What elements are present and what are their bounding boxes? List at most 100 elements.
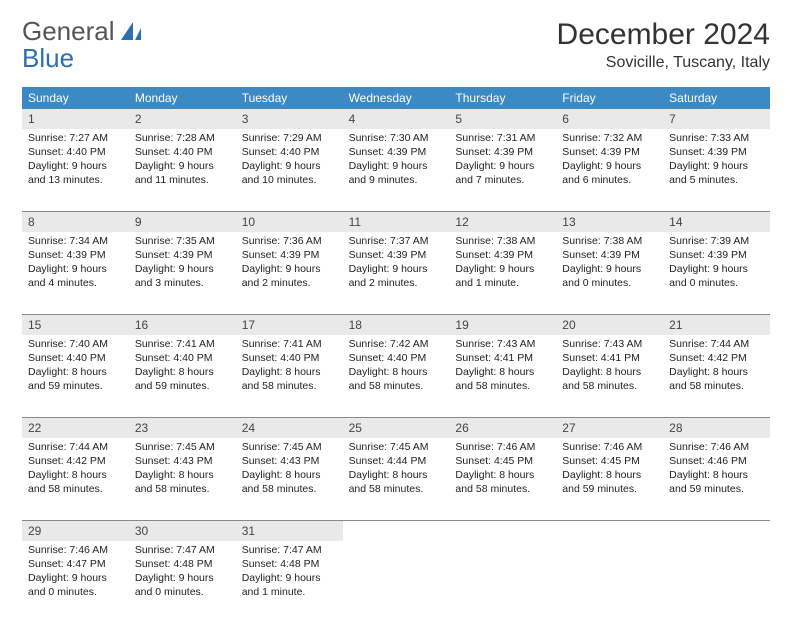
sunrise-line: Sunrise: 7:46 AM	[669, 440, 764, 454]
daylight-line: and 58 minutes.	[455, 482, 550, 496]
daylight-line: Daylight: 9 hours	[135, 262, 230, 276]
daylight-line: and 58 minutes.	[669, 379, 764, 393]
day-number: 9	[129, 212, 236, 232]
weekday-label: Saturday	[663, 87, 770, 109]
month-title: December 2024	[557, 18, 770, 52]
day-cell	[449, 541, 556, 619]
daylight-line: and 59 minutes.	[669, 482, 764, 496]
daylight-line: Daylight: 9 hours	[349, 262, 444, 276]
sunrise-line: Sunrise: 7:31 AM	[455, 131, 550, 145]
day-number: 29	[22, 521, 129, 541]
day-cell: Sunrise: 7:46 AMSunset: 4:45 PMDaylight:…	[556, 438, 663, 516]
sunset-line: Sunset: 4:42 PM	[28, 454, 123, 468]
sunset-line: Sunset: 4:40 PM	[135, 351, 230, 365]
day-cell: Sunrise: 7:41 AMSunset: 4:40 PMDaylight:…	[236, 335, 343, 413]
day-number: 24	[236, 418, 343, 438]
day-number: 7	[663, 109, 770, 129]
day-cell: Sunrise: 7:47 AMSunset: 4:48 PMDaylight:…	[236, 541, 343, 619]
sunrise-line: Sunrise: 7:40 AM	[28, 337, 123, 351]
sunset-line: Sunset: 4:39 PM	[455, 248, 550, 262]
day-number: 27	[556, 418, 663, 438]
logo: General Blue	[22, 18, 145, 73]
sunrise-line: Sunrise: 7:34 AM	[28, 234, 123, 248]
daylight-line: and 0 minutes.	[28, 585, 123, 599]
sunrise-line: Sunrise: 7:38 AM	[455, 234, 550, 248]
sunset-line: Sunset: 4:39 PM	[455, 145, 550, 159]
daylight-line: and 5 minutes.	[669, 173, 764, 187]
weekday-label: Thursday	[449, 87, 556, 109]
sunrise-line: Sunrise: 7:37 AM	[349, 234, 444, 248]
calendar: SundayMondayTuesdayWednesdayThursdayFrid…	[22, 87, 770, 619]
daylight-line: Daylight: 8 hours	[349, 365, 444, 379]
sunset-line: Sunset: 4:43 PM	[135, 454, 230, 468]
day-number: 21	[663, 315, 770, 335]
daylight-line: and 11 minutes.	[135, 173, 230, 187]
day-number: 26	[449, 418, 556, 438]
day-number: 13	[556, 212, 663, 232]
day-number	[556, 521, 663, 541]
weekday-label: Sunday	[22, 87, 129, 109]
sunrise-line: Sunrise: 7:28 AM	[135, 131, 230, 145]
logo-line2: Blue	[22, 43, 74, 73]
day-cell: Sunrise: 7:45 AMSunset: 4:44 PMDaylight:…	[343, 438, 450, 516]
daylight-line: Daylight: 9 hours	[669, 159, 764, 173]
weekday-header: SundayMondayTuesdayWednesdayThursdayFrid…	[22, 87, 770, 109]
sunrise-line: Sunrise: 7:47 AM	[242, 543, 337, 557]
day-number: 19	[449, 315, 556, 335]
daylight-line: and 2 minutes.	[242, 276, 337, 290]
daylight-line: and 9 minutes.	[349, 173, 444, 187]
daylight-line: Daylight: 8 hours	[242, 468, 337, 482]
daylight-line: Daylight: 9 hours	[242, 262, 337, 276]
day-cell: Sunrise: 7:41 AMSunset: 4:40 PMDaylight:…	[129, 335, 236, 413]
day-number: 18	[343, 315, 450, 335]
daylight-line: and 0 minutes.	[669, 276, 764, 290]
sunset-line: Sunset: 4:47 PM	[28, 557, 123, 571]
daylight-line: Daylight: 9 hours	[242, 571, 337, 585]
sunrise-line: Sunrise: 7:29 AM	[242, 131, 337, 145]
daylight-line: and 59 minutes.	[562, 482, 657, 496]
sunrise-line: Sunrise: 7:46 AM	[28, 543, 123, 557]
day-cell: Sunrise: 7:46 AMSunset: 4:45 PMDaylight:…	[449, 438, 556, 516]
day-cell: Sunrise: 7:30 AMSunset: 4:39 PMDaylight:…	[343, 129, 450, 207]
sunset-line: Sunset: 4:40 PM	[28, 145, 123, 159]
daylight-line: Daylight: 9 hours	[28, 262, 123, 276]
day-cell: Sunrise: 7:43 AMSunset: 4:41 PMDaylight:…	[556, 335, 663, 413]
location: Sovicille, Tuscany, Italy	[557, 54, 770, 72]
sunrise-line: Sunrise: 7:46 AM	[562, 440, 657, 454]
sunset-line: Sunset: 4:44 PM	[349, 454, 444, 468]
sunrise-line: Sunrise: 7:27 AM	[28, 131, 123, 145]
daylight-line: Daylight: 9 hours	[455, 262, 550, 276]
logo-line1: General	[22, 16, 115, 46]
day-cell: Sunrise: 7:34 AMSunset: 4:39 PMDaylight:…	[22, 232, 129, 310]
sunset-line: Sunset: 4:40 PM	[28, 351, 123, 365]
sunrise-line: Sunrise: 7:45 AM	[135, 440, 230, 454]
daylight-line: and 58 minutes.	[242, 482, 337, 496]
daylight-line: and 3 minutes.	[135, 276, 230, 290]
day-cell: Sunrise: 7:46 AMSunset: 4:46 PMDaylight:…	[663, 438, 770, 516]
day-cell: Sunrise: 7:35 AMSunset: 4:39 PMDaylight:…	[129, 232, 236, 310]
sunset-line: Sunset: 4:39 PM	[349, 248, 444, 262]
day-cell: Sunrise: 7:44 AMSunset: 4:42 PMDaylight:…	[663, 335, 770, 413]
sunrise-line: Sunrise: 7:45 AM	[349, 440, 444, 454]
sunset-line: Sunset: 4:39 PM	[669, 248, 764, 262]
sunrise-line: Sunrise: 7:42 AM	[349, 337, 444, 351]
daylight-line: Daylight: 8 hours	[28, 468, 123, 482]
sunrise-line: Sunrise: 7:32 AM	[562, 131, 657, 145]
day-number: 6	[556, 109, 663, 129]
sunrise-line: Sunrise: 7:43 AM	[562, 337, 657, 351]
daylight-line: and 58 minutes.	[135, 482, 230, 496]
sunset-line: Sunset: 4:39 PM	[135, 248, 230, 262]
daylight-line: Daylight: 9 hours	[242, 159, 337, 173]
daylight-line: Daylight: 8 hours	[135, 468, 230, 482]
day-cell: Sunrise: 7:37 AMSunset: 4:39 PMDaylight:…	[343, 232, 450, 310]
sunset-line: Sunset: 4:42 PM	[669, 351, 764, 365]
day-number: 8	[22, 212, 129, 232]
daylight-line: and 4 minutes.	[28, 276, 123, 290]
day-number: 14	[663, 212, 770, 232]
day-cell: Sunrise: 7:36 AMSunset: 4:39 PMDaylight:…	[236, 232, 343, 310]
daylight-line: Daylight: 8 hours	[349, 468, 444, 482]
sunset-line: Sunset: 4:39 PM	[562, 248, 657, 262]
day-number: 30	[129, 521, 236, 541]
sunset-line: Sunset: 4:41 PM	[455, 351, 550, 365]
sunrise-line: Sunrise: 7:38 AM	[562, 234, 657, 248]
